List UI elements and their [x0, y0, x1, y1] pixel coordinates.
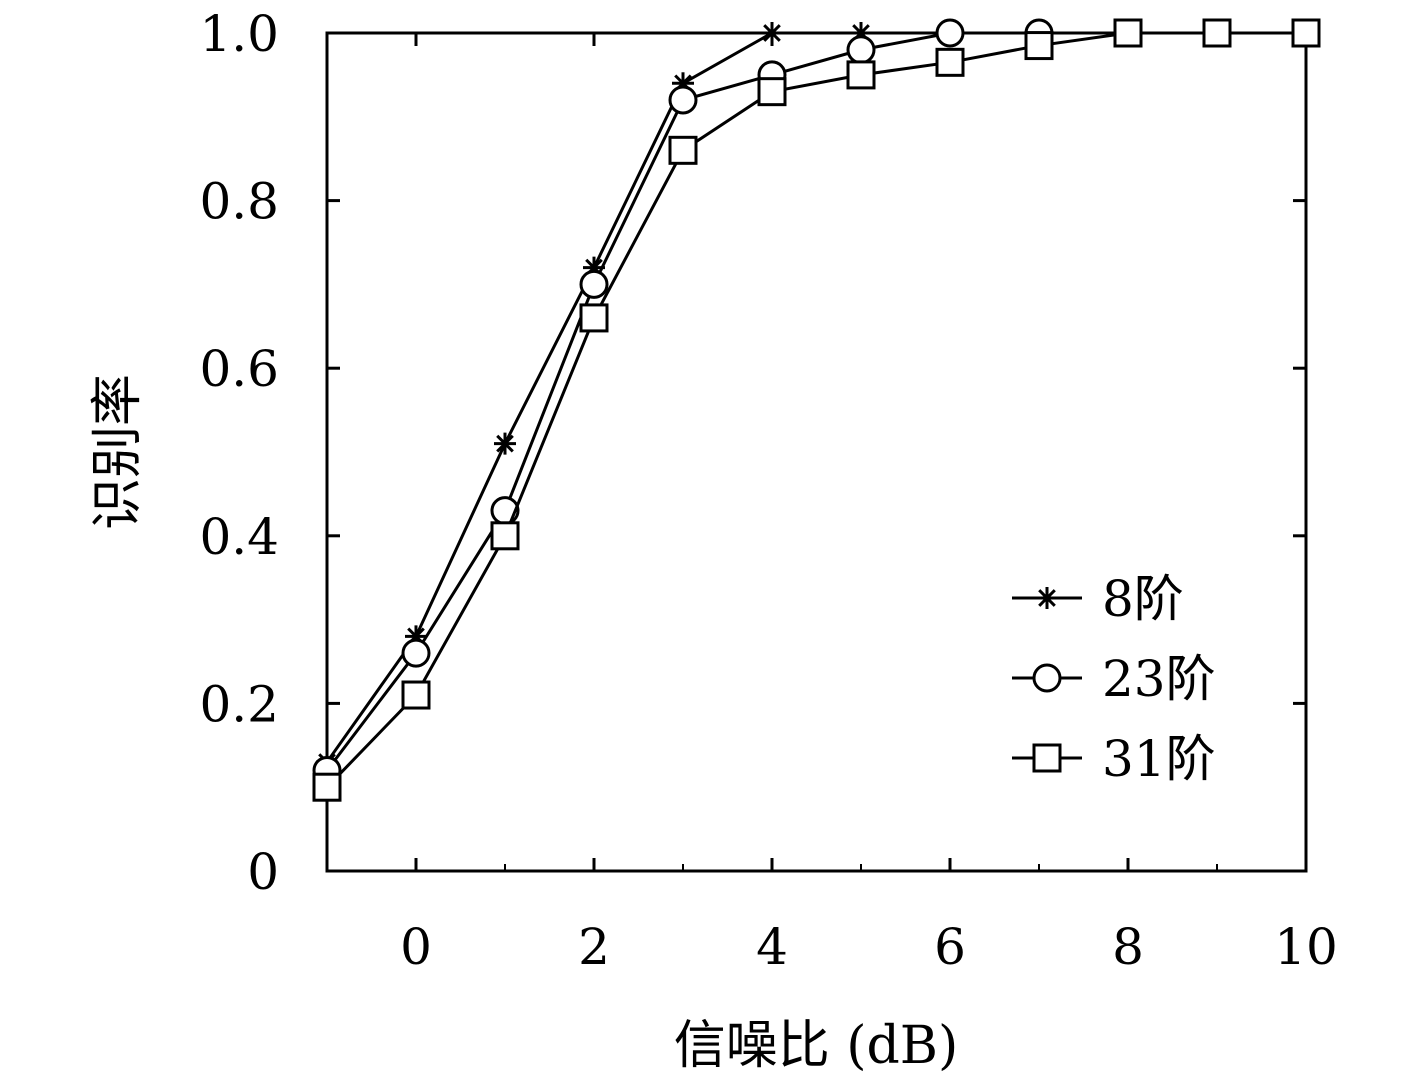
y-tick-label: 0.8 — [199, 173, 279, 231]
y-tick-label: 1.0 — [199, 5, 279, 63]
square-marker — [846, 60, 876, 90]
circle-marker — [668, 85, 698, 115]
square-marker — [757, 77, 787, 107]
x-tick-label: 8 — [1112, 918, 1144, 976]
circle-marker — [1032, 663, 1062, 693]
square-marker — [312, 772, 342, 802]
legend-label: 8阶 — [1102, 570, 1184, 628]
square-marker — [490, 521, 520, 551]
legend-label: 23阶 — [1102, 650, 1216, 708]
circle-marker — [846, 35, 876, 65]
legend-item: 31阶 — [1012, 730, 1216, 788]
star-marker — [761, 22, 783, 44]
series-group — [312, 18, 1321, 802]
circle-marker — [579, 269, 609, 299]
y-tick-label: 0.6 — [199, 340, 279, 398]
circle-marker — [401, 638, 431, 668]
y-tick-label: 0 — [247, 843, 279, 901]
square-marker — [1291, 18, 1321, 48]
series-line — [325, 31, 1306, 789]
square-marker — [1202, 18, 1232, 48]
square-marker — [1024, 31, 1054, 61]
x-tick-label: 10 — [1274, 918, 1338, 976]
square-marker — [935, 47, 965, 77]
y-tick-label: 0.4 — [199, 508, 279, 566]
star-marker — [1036, 587, 1058, 609]
legend-item: 8阶 — [1012, 570, 1184, 628]
square-marker — [668, 135, 698, 165]
legend-item: 23阶 — [1012, 650, 1216, 708]
x-axis-label: 信噪比 (dB) — [674, 1016, 959, 1076]
y-axis-label: 识别率 — [88, 374, 148, 530]
x-tick-label: 0 — [400, 918, 432, 976]
square-marker — [579, 303, 609, 333]
y-tick-label: 0.2 — [199, 675, 279, 733]
x-tick-label: 6 — [934, 918, 966, 976]
legend-label: 31阶 — [1102, 730, 1216, 788]
circle-marker — [935, 18, 965, 48]
square-marker — [1032, 743, 1062, 773]
tick-labels: 0 2 4 6 8 10 0 0.2 0.4 0.6 0.8 1.0 — [199, 5, 1337, 976]
x-tick-label: 4 — [756, 918, 788, 976]
series-square — [312, 18, 1321, 802]
star-marker — [494, 432, 516, 455]
legend: 8阶 23阶 31阶 — [1012, 570, 1216, 788]
x-tick-label: 2 — [578, 918, 610, 976]
square-marker — [401, 680, 431, 710]
square-marker — [1113, 18, 1143, 48]
